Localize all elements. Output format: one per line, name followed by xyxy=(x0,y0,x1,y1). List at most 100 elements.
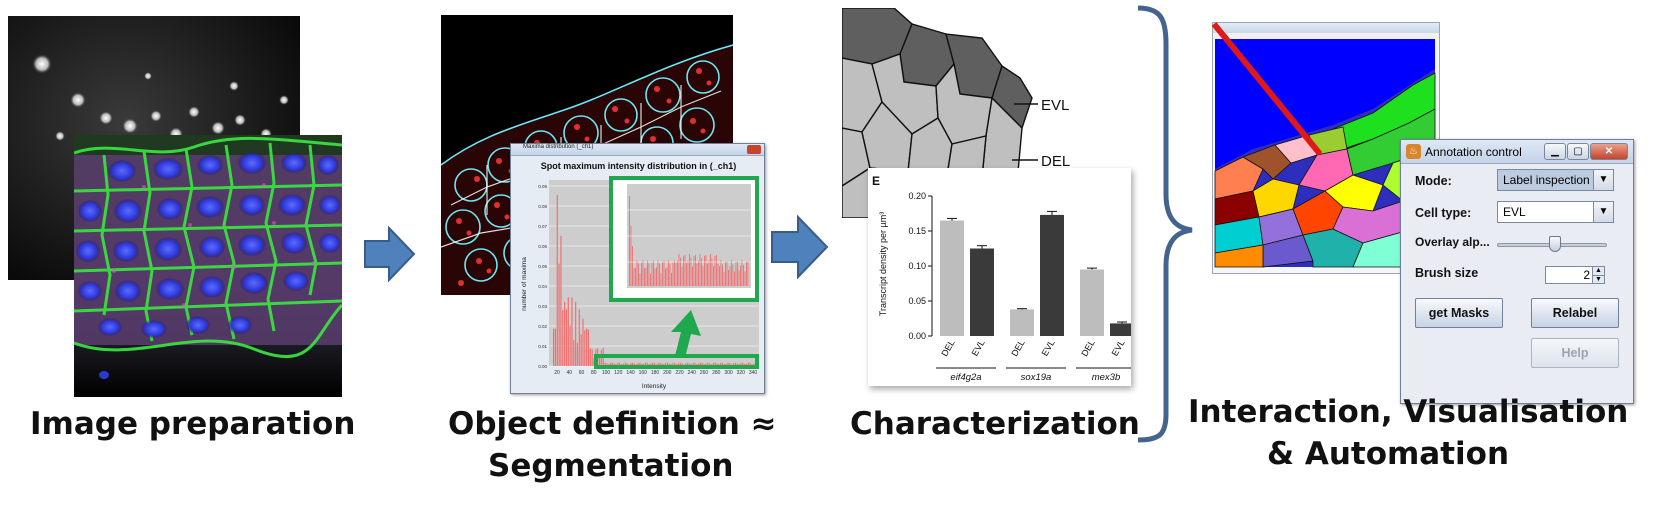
histogram-bar xyxy=(586,328,588,366)
celltype-select[interactable]: EVL ▼ xyxy=(1497,201,1614,223)
histogram-bar xyxy=(624,362,626,366)
histogram-zoom-bar xyxy=(662,262,663,286)
histogram-zoom-bar xyxy=(737,261,738,286)
histogram-bar xyxy=(578,309,580,366)
brush-size-label: Brush size xyxy=(1415,266,1479,280)
histogram-zoom-bar xyxy=(714,255,716,286)
histogram-zoom-bar xyxy=(695,254,696,286)
histogram-bar xyxy=(685,363,687,366)
histogram-zoom-bar xyxy=(743,264,744,286)
histogram-bar xyxy=(641,363,643,366)
histogram-close-icon[interactable] xyxy=(747,145,761,154)
histogram-plot-title: Spot maximum intensity distribution in (… xyxy=(540,161,737,171)
chart-ytick-label: 0.15 xyxy=(908,226,926,236)
histogram-bar xyxy=(609,362,612,366)
annotation-control-titlebar[interactable]: ♨ Annotation control ▁ ▢ ✕ xyxy=(1401,140,1633,164)
histogram-bar xyxy=(716,363,718,366)
histogram-zoom-bar xyxy=(629,196,630,286)
histogram-bar xyxy=(690,363,692,366)
histogram-bar xyxy=(619,362,621,366)
histogram-bar xyxy=(681,363,683,366)
histogram-bar xyxy=(666,362,669,366)
histogram-zoom-bar xyxy=(638,263,639,286)
histogram-xtick-label: 120 xyxy=(614,370,623,376)
chart-ytick-label: 0.05 xyxy=(908,296,926,306)
histogram-window-title: Maxima distribution (_ch1) xyxy=(523,144,594,150)
histogram-bar xyxy=(736,363,738,366)
histogram-zoom-bar xyxy=(725,261,726,286)
histogram-bar xyxy=(584,330,586,366)
chart-panel-label: E xyxy=(872,174,880,188)
mode-select-value: Label inspection xyxy=(1503,173,1590,187)
histogram-ytick-label: 0.00 xyxy=(538,364,547,369)
close-icon[interactable]: ✕ xyxy=(1590,143,1628,160)
chart-bar xyxy=(1080,269,1104,336)
histogram-bar xyxy=(740,362,742,366)
histogram-xtick-label: 300 xyxy=(724,370,733,376)
histogram-ytick-label: 0.08 xyxy=(538,204,547,209)
histogram-bar xyxy=(677,363,680,366)
histogram-bar xyxy=(558,263,560,366)
histogram-bar xyxy=(631,362,634,366)
histogram-zoom-bar xyxy=(635,267,636,286)
help-button[interactable]: Help xyxy=(1531,338,1619,368)
caption-image-preparation: Image preparation xyxy=(30,406,356,442)
get-masks-button[interactable]: get Masks xyxy=(1415,298,1503,328)
histogram-bar xyxy=(743,363,746,366)
mode-select[interactable]: Label inspection ▼ xyxy=(1497,169,1614,191)
maximize-icon[interactable]: ▢ xyxy=(1567,143,1589,160)
histogram-zoom-bar xyxy=(639,273,641,286)
histogram-bar xyxy=(654,363,656,366)
spinner-up-icon[interactable]: ▲ xyxy=(1592,267,1604,275)
histogram-zoom-bar xyxy=(650,273,651,286)
histogram-zoom-bar xyxy=(642,260,644,286)
chart-bar xyxy=(1110,323,1134,336)
composite-fluorescence-image xyxy=(73,135,344,397)
histogram-bar xyxy=(661,363,663,366)
histogram-zoom-bar xyxy=(645,267,647,286)
histogram-window-titlebar[interactable]: Maxima distribution (_ch1) xyxy=(511,144,764,156)
label-image-titlebar[interactable] xyxy=(1213,23,1439,33)
overlay-alpha-slider-thumb[interactable] xyxy=(1549,236,1561,252)
histogram-bar xyxy=(553,328,555,366)
spinner-down-icon[interactable]: ▼ xyxy=(1592,275,1604,283)
histogram-xtick-label: 260 xyxy=(700,370,709,376)
histogram-bar xyxy=(606,363,608,366)
histogram-zoom-bar xyxy=(720,260,722,286)
histogram-zoom-bar xyxy=(719,266,720,286)
histogram-zoom-bar xyxy=(692,266,693,286)
caption-object-definition-line1: Object definition ≈ xyxy=(448,406,777,442)
histogram-zoom-inset xyxy=(609,176,759,302)
histogram-bar xyxy=(725,363,727,366)
histogram-zoom-bar xyxy=(687,260,689,286)
minimize-icon[interactable]: ▁ xyxy=(1544,143,1566,160)
histogram-zoom-bar xyxy=(713,266,714,286)
chevron-down-icon[interactable]: ▼ xyxy=(1593,202,1613,222)
label-image-window xyxy=(1212,22,1440,274)
brush-size-spinner[interactable]: 2 ▲ ▼ xyxy=(1545,266,1605,284)
chart-xtick-label: EVL xyxy=(1040,338,1057,358)
histogram-bar xyxy=(705,363,707,366)
histogram-zoom-bar xyxy=(696,263,698,286)
chart-bar xyxy=(1040,214,1064,336)
composite-fluorescence-svg xyxy=(73,135,344,397)
histogram-bar xyxy=(589,348,591,366)
histogram-xtick-label: 340 xyxy=(749,370,758,376)
histogram-bar xyxy=(694,362,696,366)
histogram-zoom-bar xyxy=(746,261,747,286)
histogram-bar xyxy=(565,309,568,366)
histogram-bar xyxy=(668,363,670,366)
chevron-down-icon[interactable]: ▼ xyxy=(1593,170,1613,190)
histogram-zoom-bar xyxy=(674,260,675,286)
histogram-zoom-bar xyxy=(653,260,654,286)
relabel-button[interactable]: Relabel xyxy=(1531,298,1619,328)
histogram-ytick-label: 0.05 xyxy=(538,264,547,269)
chart-xtick-label: EVL xyxy=(970,338,987,358)
chart-bar xyxy=(940,220,964,336)
histogram-zoom-bar xyxy=(672,262,674,286)
histogram-zoom-bar xyxy=(693,256,695,286)
histogram-zoom-bar xyxy=(680,257,681,286)
histogram-bar xyxy=(604,362,606,366)
histogram-zoom-bar xyxy=(644,268,645,286)
histogram-bar xyxy=(598,357,601,366)
